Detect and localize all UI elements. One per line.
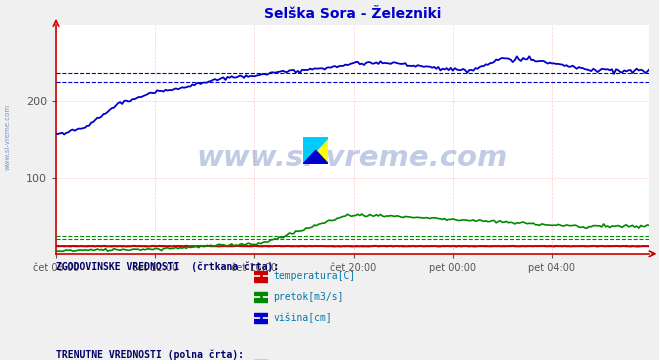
- Bar: [254, 313, 268, 323]
- Text: pretok[m3/s]: pretok[m3/s]: [273, 292, 344, 302]
- Bar: [254, 292, 268, 302]
- Polygon shape: [303, 137, 328, 164]
- Text: TRENUTNE VREDNOSTI (polna črta):: TRENUTNE VREDNOSTI (polna črta):: [56, 350, 244, 360]
- Polygon shape: [303, 137, 328, 164]
- Text: temperatura[C]: temperatura[C]: [273, 271, 356, 282]
- Text: www.si-vreme.com: www.si-vreme.com: [197, 144, 508, 172]
- Polygon shape: [303, 150, 328, 164]
- Text: višina[cm]: višina[cm]: [273, 313, 332, 323]
- Text: ZGODOVINSKE VREDNOSTI  (črtkana črta):: ZGODOVINSKE VREDNOSTI (črtkana črta):: [56, 261, 279, 271]
- Title: Selška Sora - Železniki: Selška Sora - Železniki: [264, 7, 442, 21]
- Bar: [254, 271, 268, 282]
- Text: www.si-vreme.com: www.si-vreme.com: [5, 104, 11, 170]
